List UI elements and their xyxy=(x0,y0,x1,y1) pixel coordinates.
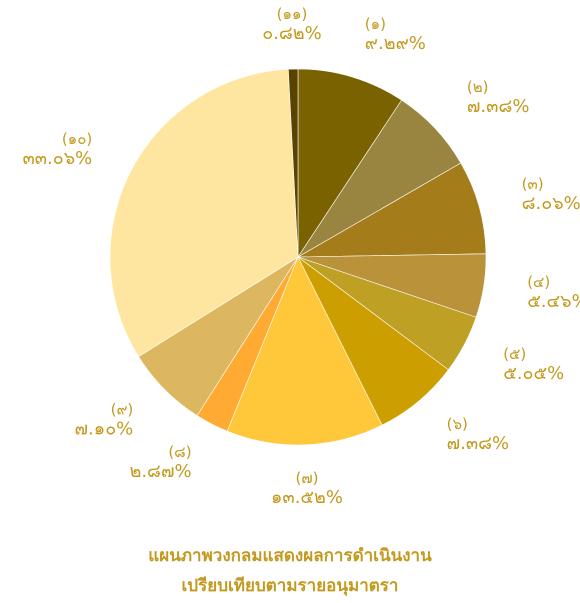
slice-label-2: (๒) xyxy=(467,78,489,96)
slice-percent-6: ๗.๓๘% xyxy=(447,433,510,454)
pie-slice-3 xyxy=(296,162,487,258)
slice-label-4: (๔) xyxy=(527,273,550,291)
slice-percent-9: ๗.๑๐% xyxy=(75,418,134,439)
slice-percent-1: ๙.๒๙% xyxy=(365,33,426,54)
slice-label-10: (๑๐) xyxy=(62,130,92,148)
slice-label-3: (๓) xyxy=(522,175,544,193)
pie-slice-11 xyxy=(288,68,299,258)
slice-percent-7: ๑๓.๕๒% xyxy=(271,487,343,508)
slice-percent-11: ๐.๘๒% xyxy=(262,23,322,44)
slice-label-6: (๖) xyxy=(447,415,468,433)
slice-percent-4: ๕.๔๖% xyxy=(527,291,580,312)
chart-title-line-1: แผนภาพวงกลมแสดงผลการดำเนินงาน xyxy=(148,546,432,566)
slice-label-8: (๘) xyxy=(168,443,191,461)
pie-slice-7 xyxy=(226,256,383,446)
slice-label-11: (๑๑) xyxy=(277,5,308,23)
slice-percent-3: ๘.๐๖% xyxy=(522,193,580,214)
chart-title-line-2: เปรียบเทียบตามรายอนุมาตรา xyxy=(181,576,399,596)
pie-slice-1 xyxy=(297,68,403,258)
pie-labels: (๑)๙.๒๙%(๒)๗.๓๘%(๓)๘.๐๖%(๔)๕.๔๖%(๕)๕.๐๕%… xyxy=(22,5,580,508)
slice-label-9: (๙) xyxy=(111,400,134,418)
pie-chart: (๑)๙.๒๙%(๒)๗.๓๘%(๓)๘.๐๖%(๔)๕.๔๖%(๕)๕.๐๕%… xyxy=(22,5,580,508)
slice-label-5: (๕) xyxy=(503,345,526,363)
slice-percent-8: ๒.๘๗% xyxy=(129,461,191,482)
slice-percent-10: ๓๓.๐๖% xyxy=(22,148,92,169)
slice-percent-2: ๗.๓๘% xyxy=(467,96,530,117)
slice-label-1: (๑) xyxy=(365,15,386,33)
slice-label-7: (๗) xyxy=(296,469,319,487)
pie-slices xyxy=(109,68,487,446)
pie-slice-10 xyxy=(109,68,299,357)
slice-percent-5: ๕.๐๕% xyxy=(503,363,564,384)
